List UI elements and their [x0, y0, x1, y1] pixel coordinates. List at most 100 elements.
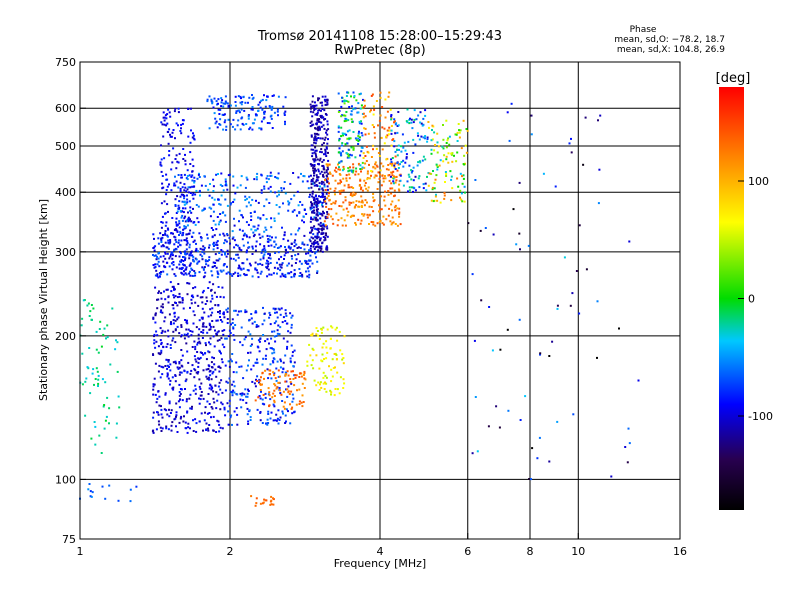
data-point — [289, 381, 292, 384]
data-point — [206, 300, 209, 303]
y-tick-label: 300 — [55, 246, 76, 259]
data-point — [218, 338, 221, 341]
data-point — [166, 373, 169, 376]
data-point — [158, 404, 161, 407]
data-point — [234, 95, 237, 98]
data-point — [212, 106, 215, 109]
data-point — [208, 244, 211, 247]
data-point — [282, 316, 285, 319]
data-point — [277, 172, 280, 175]
data-point — [281, 273, 284, 276]
data-point — [314, 127, 317, 130]
data-point — [352, 194, 355, 197]
data-point — [281, 262, 284, 265]
data-point — [278, 308, 281, 311]
data-point — [298, 388, 301, 391]
data-point — [337, 92, 340, 95]
data-point — [321, 232, 324, 235]
data-point — [278, 375, 281, 378]
data-point — [267, 187, 270, 190]
data-point — [318, 118, 321, 120]
data-point — [293, 349, 296, 352]
data-point — [154, 393, 157, 396]
data-point — [404, 149, 407, 152]
data-point — [361, 134, 364, 137]
data-point — [368, 163, 370, 166]
data-point — [290, 233, 293, 236]
data-point — [568, 142, 571, 145]
data-point — [341, 150, 344, 153]
data-point — [384, 98, 387, 101]
data-point — [225, 125, 228, 128]
data-point — [224, 239, 227, 242]
data-point — [563, 256, 566, 259]
data-point — [324, 200, 327, 203]
data-point — [211, 387, 214, 389]
data-point — [287, 203, 290, 206]
data-point — [202, 323, 205, 326]
data-point — [160, 239, 163, 242]
data-point — [418, 186, 421, 189]
data-point — [227, 307, 229, 310]
data-point — [206, 412, 209, 415]
data-point — [322, 175, 325, 178]
data-point — [255, 497, 258, 500]
data-point — [400, 145, 402, 148]
data-point — [89, 490, 92, 493]
data-point — [238, 246, 241, 249]
data-point — [170, 323, 173, 326]
data-point — [221, 391, 224, 394]
data-point — [162, 234, 164, 236]
data-point — [214, 304, 217, 307]
data-point — [306, 364, 309, 367]
data-point — [263, 247, 266, 250]
data-point — [211, 274, 214, 277]
data-point — [422, 187, 425, 190]
data-point — [287, 246, 290, 249]
data-point — [92, 307, 95, 310]
data-point — [312, 111, 315, 114]
data-point — [314, 218, 317, 221]
data-point — [115, 422, 118, 425]
data-point — [185, 266, 188, 269]
data-point — [319, 247, 322, 250]
data-point — [265, 348, 268, 351]
data-point — [283, 181, 286, 183]
data-point — [102, 405, 105, 408]
data-point — [325, 357, 328, 360]
data-point — [328, 365, 330, 368]
data-point — [276, 247, 279, 249]
data-point — [184, 226, 187, 229]
data-point — [234, 101, 237, 103]
data-point — [422, 155, 425, 158]
data-point — [291, 354, 294, 357]
data-point — [223, 121, 226, 124]
data-point — [321, 187, 324, 190]
data-point — [283, 254, 286, 257]
data-point — [328, 163, 331, 166]
data-point — [199, 351, 202, 354]
data-point — [360, 201, 363, 204]
data-point — [397, 144, 400, 147]
data-point — [273, 266, 276, 269]
data-point — [313, 248, 316, 250]
data-point — [256, 380, 259, 382]
data-point — [398, 207, 401, 210]
data-point — [258, 233, 261, 236]
data-point — [361, 199, 364, 202]
data-point — [166, 234, 169, 237]
data-point — [396, 154, 399, 157]
data-point — [456, 177, 459, 180]
data-point — [172, 263, 175, 266]
data-point — [177, 239, 180, 242]
data-point — [204, 342, 207, 345]
data-point — [340, 205, 343, 208]
data-point — [165, 189, 168, 191]
data-point — [325, 192, 328, 195]
data-point — [249, 126, 252, 129]
data-point — [276, 386, 279, 389]
data-point — [345, 119, 348, 122]
data-point — [443, 192, 446, 194]
data-point — [284, 246, 286, 248]
data-point — [445, 119, 448, 122]
